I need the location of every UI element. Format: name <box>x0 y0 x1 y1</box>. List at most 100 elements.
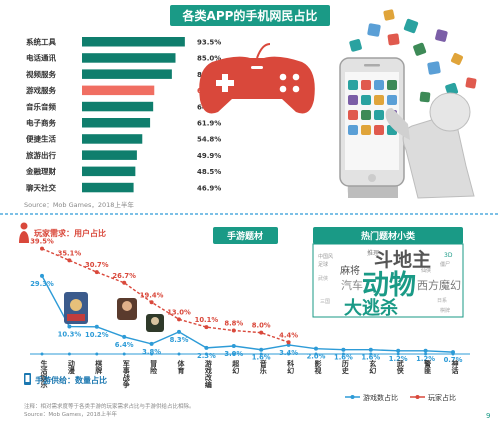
x-category-label: 体育 <box>177 359 186 375</box>
bar <box>82 134 143 144</box>
player-share-point <box>94 270 99 275</box>
x-tick-marker <box>232 352 236 356</box>
panel-title-box-2 <box>313 227 463 244</box>
player-share-point <box>286 340 291 345</box>
game-share-point <box>341 347 346 352</box>
word-car: 汽车 <box>341 278 363 292</box>
x-category-label: 冒险 <box>149 359 158 375</box>
game-share-value: 2.3% <box>197 352 216 360</box>
game-share-point <box>67 324 72 329</box>
x-category-label: 影视 <box>314 359 322 375</box>
person-pin-icon <box>19 222 29 243</box>
player-share-point <box>204 325 209 330</box>
bar-value-label: 48.5% <box>197 168 221 176</box>
x-tick-marker <box>314 352 318 356</box>
game-share-point <box>122 334 127 339</box>
word-battle-royale: 大逃杀 <box>344 297 398 319</box>
game-share-point <box>396 348 401 353</box>
bar <box>82 53 176 63</box>
x-tick-marker <box>204 352 208 356</box>
bottom-note-text: 注释：相对需求度等于各类手游的玩家需求占比与手游供给占比相除。 <box>24 402 195 410</box>
gamepad-icon <box>199 43 315 114</box>
x-tick-marker <box>396 352 400 356</box>
bar <box>82 118 151 128</box>
player-share-value: 8.8% <box>224 320 243 328</box>
game-share-value: 0.7% <box>444 356 463 364</box>
player-share-value: 4.4% <box>279 331 298 339</box>
player-share-value: 8.0% <box>252 322 271 330</box>
bar-category-label: 聊天社交 <box>26 182 56 192</box>
word-mahjong: 麻将 <box>340 264 360 277</box>
player-share-value: 10.1% <box>195 316 219 324</box>
x-category-label: 音乐 <box>259 359 267 375</box>
game-thumbnail-1-face <box>70 299 82 311</box>
top-section: 各类APP的手机网民占比 系统工具93.5%电话通讯85.0%视频服务81.7%… <box>24 5 477 209</box>
game-share-value: 1.2% <box>389 355 408 363</box>
word-xianxia: 仙侠 <box>421 267 431 274</box>
demand-legend: 玩家需求：用户占比 <box>19 222 106 243</box>
player-share-point <box>40 246 44 251</box>
x-category-label: 棋牌 <box>95 359 103 375</box>
x-category-label: 生活娱乐 <box>40 359 49 389</box>
x-category-label: 军事战争 <box>122 359 130 389</box>
word-football: 足球 <box>318 261 328 268</box>
game-thumbnail-2-face <box>122 301 132 311</box>
bar-value-label: 93.5% <box>197 39 221 47</box>
player-share-point <box>67 258 72 263</box>
bar <box>82 37 185 47</box>
word-mystery: 推理 <box>367 249 379 257</box>
word-cloud: 斗地主 动物 大逃杀 麻将 汽车 西方魔幻 3D 推理 中国风 足球 仙侠 僵尸… <box>318 248 461 319</box>
person-figure <box>385 92 475 199</box>
line-chart-legend: 游戏数占比 玩家占比 <box>345 393 456 402</box>
bar-category-label: 电话通讯 <box>26 53 56 63</box>
bar <box>82 166 136 177</box>
x-tick-marker <box>150 352 154 356</box>
game-share-point <box>149 341 154 346</box>
legend-marker-game-share <box>350 395 355 399</box>
x-tick-marker <box>369 352 373 356</box>
bar-value-label: 54.8% <box>197 136 221 144</box>
game-thumbnail-1-detail <box>67 314 85 321</box>
bar <box>82 69 172 79</box>
game-share-value: 10.3% <box>58 331 82 339</box>
bar-value-label: 46.9% <box>197 184 221 192</box>
bar-category-label: 便捷生活 <box>26 134 56 144</box>
x-tick-marker <box>451 352 455 356</box>
game-share-value: 10.2% <box>85 331 109 339</box>
supply-legend: 手游供给：数量占比 <box>24 373 107 385</box>
legend-label-game-share: 游戏数占比 <box>363 393 398 402</box>
x-category-label: 科幻 <box>287 359 295 375</box>
bottom-section: 玩家需求：用户占比 手游题材 热门题材小类 斗地主 动物 大逃杀 麻将 汽车 西… <box>19 222 490 420</box>
x-tick-marker <box>424 352 428 356</box>
bar-value-label: 85.0% <box>197 55 221 63</box>
top-source-text: Source：Mob Games，2018上半年 <box>24 200 134 209</box>
player-share-value: 19.4% <box>140 291 164 299</box>
game-share-point <box>204 345 209 350</box>
word-zombie: 僵尸 <box>440 261 450 268</box>
bar-category-label: 系统工具 <box>26 37 56 47</box>
x-tick-marker <box>341 352 345 356</box>
word-chess: 棋牌 <box>440 307 450 314</box>
x-category-label: 神话 <box>451 359 459 375</box>
word-wuxia: 武侠 <box>318 275 328 282</box>
x-tick-marker <box>177 352 181 356</box>
game-share-value: 3.8% <box>142 348 161 356</box>
game-share-point <box>259 347 264 352</box>
player-share-value: 39.5% <box>30 238 54 246</box>
legend-label-player-share: 玩家占比 <box>428 393 456 402</box>
x-category-label: 历史 <box>341 359 350 375</box>
top-title-banner <box>170 5 330 26</box>
panel-title-game-genre: 手游题材 <box>227 230 263 242</box>
x-tick-marker <box>287 352 291 356</box>
game-thumbnail-3-face <box>151 317 159 325</box>
top-chart-title: 各类APP的手机网民占比 <box>182 8 318 23</box>
word-animal: 动物 <box>362 270 416 301</box>
player-share-value: 26.7% <box>112 272 136 280</box>
bar-category-label: 视频服务 <box>26 69 56 79</box>
game-share-value: 6.4% <box>115 341 134 349</box>
legend-marker-player-share <box>415 395 420 399</box>
game-share-value: 2.0% <box>307 353 326 361</box>
supply-label: 手游供给：数量占比 <box>35 375 107 385</box>
word-japanese: 日系 <box>437 297 447 304</box>
bar-category-label: 金融理财 <box>25 166 56 176</box>
